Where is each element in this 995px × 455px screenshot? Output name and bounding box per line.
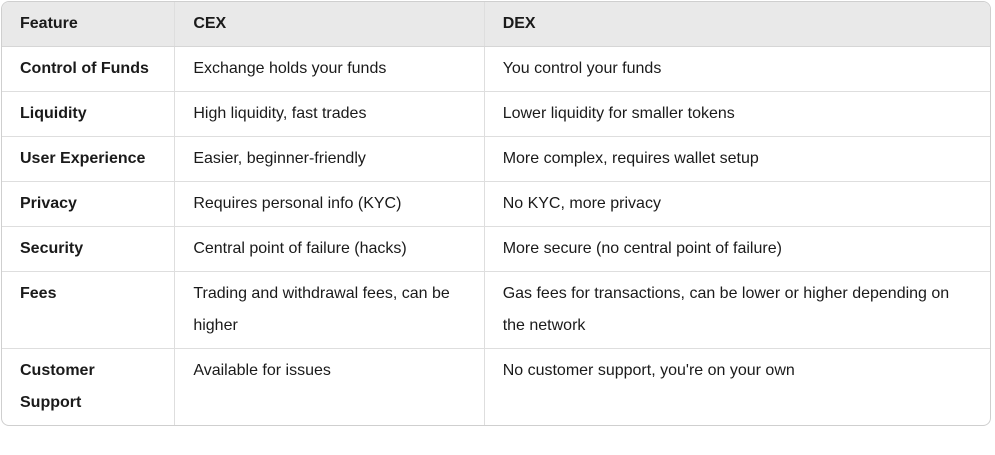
cex-cell: Easier, beginner-friendly bbox=[174, 136, 485, 182]
cex-cell: Trading and withdrawal fees, can be high… bbox=[174, 271, 485, 349]
feature-cell: Control of Funds bbox=[2, 46, 176, 92]
feature-cell: User Experience bbox=[2, 136, 176, 182]
feature-cell: Customer Support bbox=[2, 348, 176, 425]
dex-cell: Lower liquidity for smaller tokens bbox=[483, 91, 990, 137]
header-cell-feature: Feature bbox=[2, 2, 176, 47]
table-row: Security Central point of failure (hacks… bbox=[2, 226, 990, 272]
header-row: Feature CEX DEX bbox=[2, 2, 990, 47]
table-row: Privacy Requires personal info (KYC) No … bbox=[2, 181, 990, 227]
table-row: User Experience Easier, beginner-friendl… bbox=[2, 136, 990, 182]
feature-cell: Fees bbox=[2, 271, 176, 349]
dex-cell: No KYC, more privacy bbox=[483, 181, 990, 227]
table-row: Liquidity High liquidity, fast trades Lo… bbox=[2, 91, 990, 137]
table-row: Customer Support Available for issues No… bbox=[2, 348, 990, 425]
header-cell-cex: CEX bbox=[174, 2, 485, 47]
dex-cell: No customer support, you're on your own bbox=[483, 348, 990, 425]
dex-cell: Gas fees for transactions, can be lower … bbox=[483, 271, 990, 349]
table-row: Fees Trading and withdrawal fees, can be… bbox=[2, 271, 990, 349]
dex-cell: More complex, requires wallet setup bbox=[483, 136, 990, 182]
header-cell-dex: DEX bbox=[483, 2, 990, 47]
cex-cell: Central point of failure (hacks) bbox=[174, 226, 485, 272]
feature-cell: Security bbox=[2, 226, 176, 272]
cex-cell: Available for issues bbox=[174, 348, 485, 425]
table-row: Control of Funds Exchange holds your fun… bbox=[2, 46, 990, 92]
cex-cell: Requires personal info (KYC) bbox=[174, 181, 485, 227]
cex-cell: High liquidity, fast trades bbox=[174, 91, 485, 137]
cex-cell: Exchange holds your funds bbox=[174, 46, 485, 92]
dex-cell: More secure (no central point of failure… bbox=[483, 226, 990, 272]
cex-dex-table: Feature CEX DEX Control of Funds Exchang… bbox=[2, 2, 990, 425]
feature-cell: Liquidity bbox=[2, 91, 176, 137]
table-body: Control of Funds Exchange holds your fun… bbox=[2, 46, 990, 425]
comparison-table: Feature CEX DEX Control of Funds Exchang… bbox=[1, 1, 991, 426]
table-header: Feature CEX DEX bbox=[2, 2, 990, 47]
dex-cell: You control your funds bbox=[483, 46, 990, 92]
feature-cell: Privacy bbox=[2, 181, 176, 227]
